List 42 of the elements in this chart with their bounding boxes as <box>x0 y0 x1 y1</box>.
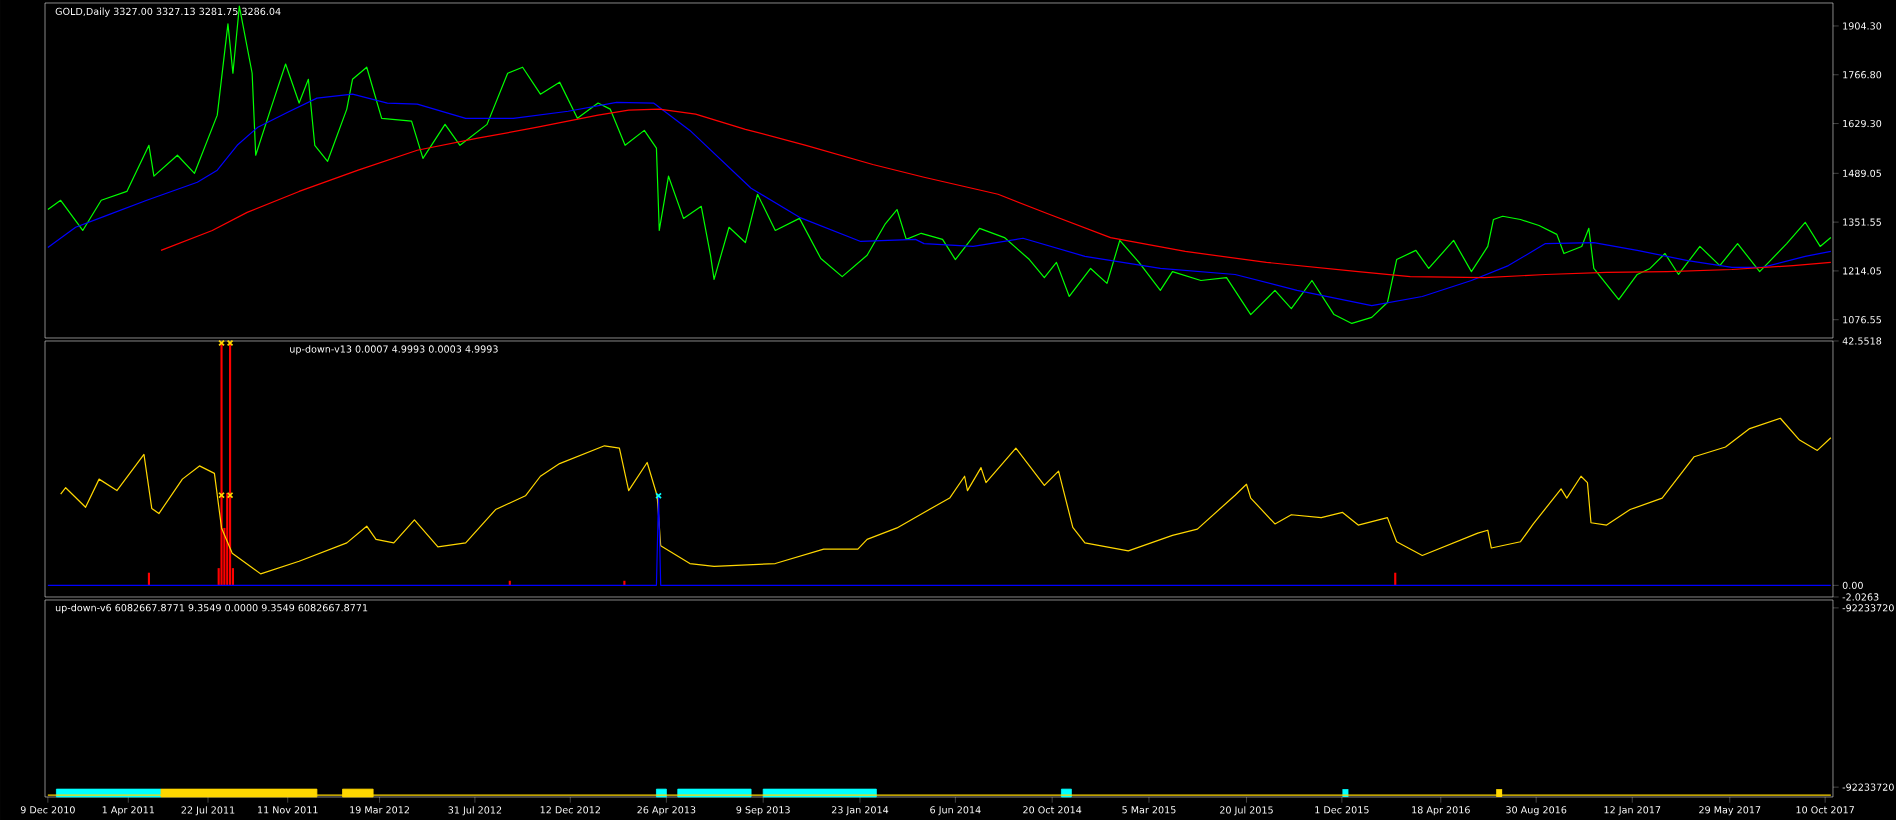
x-tick-label: 1 Apr 2011 <box>102 806 155 816</box>
bar <box>220 343 223 586</box>
x-tick-label: 6 Jun 2014 <box>930 806 981 816</box>
y-tick-label: 1766.80 <box>1843 71 1882 79</box>
x-tick-label: 22 Jul 2011 <box>181 806 235 816</box>
x-tick-label: 23 Jan 2014 <box>831 806 889 816</box>
line-series <box>60 417 1832 575</box>
x-tick-label: 9 Dec 2010 <box>20 806 75 814</box>
y-tick-label: -92233720 <box>1842 604 1894 612</box>
line-series <box>47 93 1832 307</box>
x-tick-label: 12 Dec 2012 <box>540 806 600 814</box>
chart-title: GOLD,Daily 3327.00 3327.13 3281.75 3286.04 <box>55 7 281 17</box>
y-tick-label: 1629.30 <box>1843 119 1882 128</box>
point <box>655 492 662 500</box>
x-tick-label: 18 Apr 2016 <box>1412 806 1470 816</box>
x-tick-label: 30 Aug 2016 <box>1506 806 1567 816</box>
y-tick-label: 1904.30 <box>1843 22 1882 30</box>
x-tick-label: 19 Mar 2012 <box>350 806 409 814</box>
x-tick-label: 31 Jul 2012 <box>448 806 502 816</box>
y-tick-label: 1214.05 <box>1843 267 1881 275</box>
y-tick-label: 0.00 <box>1842 581 1863 589</box>
y-tick-label: 1489.05 <box>1843 169 1881 177</box>
y-tick-label: -2.0263 <box>1842 593 1879 601</box>
y-tick-label: 1076.55 <box>1843 316 1881 324</box>
y-tick-label: 1351.55 <box>1843 218 1881 226</box>
y-tick-label: -92233720 <box>1842 783 1894 791</box>
line-series <box>47 5 1832 325</box>
x-tick-label: 9 Sep 2013 <box>736 806 790 816</box>
x-tick-label: 12 Jan 2017 <box>1604 806 1661 816</box>
line-series <box>160 108 1832 279</box>
x-tick-label: 26 Apr 2013 <box>637 806 696 816</box>
x-tick-label: 10 Oct 2017 <box>1796 806 1854 814</box>
x-tick-label: 20 Oct 2014 <box>1023 806 1082 814</box>
chart-title: up-down-v6 6082667.8771 9.3549 0.0000 9.3549 6082667.8771 <box>55 603 368 614</box>
y-tick-label: 42.5518 <box>1842 337 1882 345</box>
bar <box>229 343 232 586</box>
x-tick-label: 1 Dec 2015 <box>1315 806 1369 814</box>
x-tick-label: 20 Jul 2015 <box>1220 806 1273 816</box>
x-tick-label: 5 Mar 2015 <box>1122 806 1176 814</box>
chart-title: up-down-v13 0.0007 4.9993 0.0003 4.9993 <box>290 345 498 355</box>
x-tick-label: 11 Nov 2011 <box>258 806 318 814</box>
x-tick-label: 29 May 2017 <box>1699 806 1761 816</box>
